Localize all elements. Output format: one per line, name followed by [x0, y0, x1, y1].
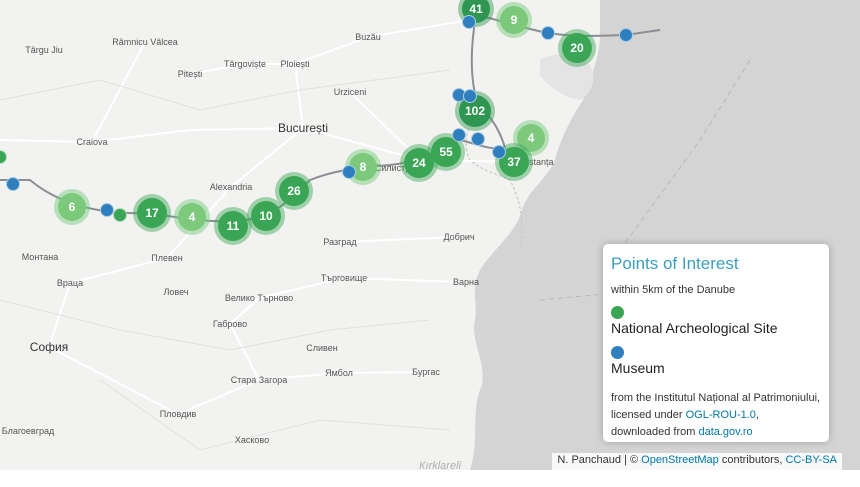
cluster-count: 55 [431, 137, 461, 167]
source-line-2-suffix: , [755, 409, 759, 421]
maritime-line [619, 59, 751, 251]
cluster-marker[interactable]: 11 [214, 207, 252, 245]
place-label: Craiova [76, 137, 108, 147]
cluster-marker[interactable]: 9 [496, 2, 532, 38]
place-label: Пловдив [159, 409, 197, 419]
place-label: Ямбол [325, 368, 353, 378]
museum-swatch [611, 346, 624, 359]
cluster-count: 4 [517, 124, 545, 152]
museum-marker[interactable] [100, 203, 114, 217]
museum-marker[interactable] [471, 132, 485, 146]
place-label: Бургас [412, 367, 440, 377]
place-label: Габрово [212, 319, 248, 329]
legend-title: Points of Interest [611, 254, 739, 273]
place-label: Râmnicu Vâlcea [112, 37, 178, 47]
place-label: Pitești [177, 69, 203, 79]
cluster-marker[interactable]: 6 [54, 189, 90, 225]
place-label: Велико Търново [224, 293, 294, 303]
cluster-marker[interactable]: 10 [247, 197, 285, 235]
museum-marker[interactable] [6, 177, 20, 191]
cluster-marker[interactable]: 4 [174, 199, 210, 235]
place-label: Благоевград [1, 426, 55, 436]
place-label: Силистра [374, 163, 416, 173]
place-label: Сливен [306, 343, 338, 353]
place-label: Constanța [512, 157, 554, 167]
cluster-marker[interactable]: 17 [133, 194, 171, 232]
license-link[interactable]: OGL-ROU-1.0 [685, 409, 756, 421]
place-label: Монтана [21, 252, 59, 262]
place-label: Ploiești [280, 59, 310, 69]
cluster-marker[interactable]: 26 [275, 172, 313, 210]
data-source-link[interactable]: data.gov.ro [698, 426, 753, 438]
attribution-author: N. Panchaud | © [557, 454, 642, 466]
site-marker[interactable] [113, 208, 127, 222]
place-label: Кırklareli [419, 460, 461, 470]
place-label: Стара Загора [230, 375, 288, 385]
place-label: Alexandria [209, 182, 253, 192]
cluster-count: 24 [404, 148, 434, 178]
museum-marker[interactable] [541, 26, 555, 40]
cluster-count: 20 [562, 33, 592, 63]
place-label: Хасково [234, 435, 270, 445]
place-label: Târgu Jiu [25, 45, 63, 55]
cluster-marker[interactable]: 24 [400, 144, 438, 182]
legend-source: from the Institutul Național al Patrimon… [611, 390, 821, 441]
place-label: Търговище [320, 273, 368, 283]
place-label: Плевен [151, 253, 183, 263]
border [465, 109, 523, 251]
place-label: Враца [56, 278, 84, 288]
cc-by-sa-link[interactable]: CC-BY-SA [785, 454, 837, 466]
cluster-count: 26 [279, 176, 309, 206]
cluster-count: 17 [137, 198, 167, 228]
legend-subtitle: within 5km of the Danube [611, 284, 736, 296]
museum-marker[interactable] [342, 165, 356, 179]
museum-marker[interactable] [463, 89, 477, 103]
osm-link[interactable]: OpenStreetMap [641, 454, 719, 466]
place-label: Târgoviște [223, 59, 267, 69]
place-label: София [29, 340, 69, 354]
place-label: Buzău [355, 32, 381, 42]
cluster-marker[interactable]: 20 [558, 29, 596, 67]
source-line-2-prefix: licensed under [611, 409, 686, 421]
page-bottom-margin [0, 470, 860, 487]
attribution-contributors: contributors, [718, 454, 786, 466]
cluster-count: 9 [500, 6, 528, 34]
cluster-count: 37 [499, 147, 529, 177]
museum-marker[interactable] [492, 145, 506, 159]
legend-panel: Points of Interest within 5km of the Dan… [603, 244, 829, 442]
legend-museum-label: Museum [611, 360, 665, 376]
place-label: București [277, 121, 329, 135]
source-line-1: from the Institutul Național al Patrimon… [611, 392, 821, 404]
cluster-count: 6 [58, 193, 86, 221]
site-swatch [611, 306, 624, 319]
map-attribution: N. Panchaud | © OpenStreetMap contributo… [552, 453, 842, 470]
place-label: Добрич [443, 232, 475, 242]
place-label: Urziceni [333, 87, 367, 97]
cluster-count: 10 [251, 201, 281, 231]
place-label: Разград [323, 237, 357, 247]
cluster-count: 4 [178, 203, 206, 231]
museum-marker[interactable] [619, 28, 633, 42]
cluster-count: 11 [218, 211, 248, 241]
delta [540, 54, 594, 100]
place-label: Ловеч [163, 287, 189, 297]
legend-site-label: National Archeological Site [611, 320, 778, 336]
place-label: Варна [453, 277, 479, 287]
source-line-3-prefix: downloaded from [611, 426, 699, 438]
museum-marker[interactable] [452, 128, 466, 142]
museum-marker[interactable] [462, 15, 476, 29]
